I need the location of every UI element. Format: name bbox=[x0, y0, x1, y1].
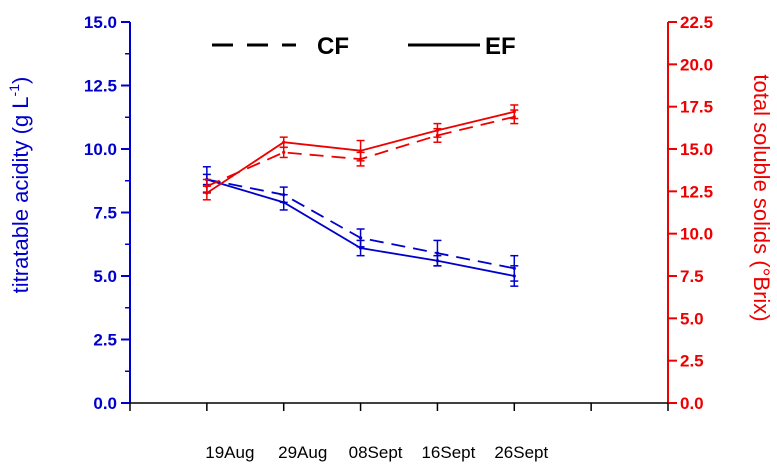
data-point bbox=[282, 150, 286, 154]
left-axis-title: titratable acidity (g L-1) bbox=[6, 77, 33, 294]
data-point bbox=[358, 246, 363, 250]
x-axis: 19Aug 29Aug 08Sept 16Sept 26Sept bbox=[129, 402, 669, 462]
right-tick-label: 15.0 bbox=[680, 140, 713, 159]
left-tick-label: 10.0 bbox=[84, 140, 117, 159]
legend-ef-label: EF bbox=[485, 33, 516, 60]
right-tick-label: 10.0 bbox=[680, 225, 713, 244]
data-point bbox=[435, 128, 440, 132]
left-tick-label: 7.5 bbox=[93, 204, 117, 223]
right-tick-label: 5.0 bbox=[680, 309, 704, 328]
data-point bbox=[282, 200, 286, 204]
left-axis-title-main: titratable acidity (g L bbox=[8, 96, 33, 293]
data-point bbox=[282, 140, 286, 144]
series-layer bbox=[202, 104, 519, 287]
data-point bbox=[435, 251, 440, 255]
data-point bbox=[435, 259, 440, 263]
left-axis-title-superscript: -1 bbox=[6, 84, 22, 97]
x-category-label: 29Aug bbox=[278, 443, 327, 462]
left-tick-label: 15.0 bbox=[84, 13, 117, 32]
x-category-label: 19Aug bbox=[205, 443, 254, 462]
right-tick-label: 7.5 bbox=[680, 267, 704, 286]
right-tick-label: 12.5 bbox=[680, 182, 713, 201]
left-tick-label: 2.5 bbox=[93, 331, 117, 350]
left-y-axis: 0.0 2.5 5.0 7.5 10.0 12.5 15.0 bbox=[84, 13, 131, 413]
right-tick-label: 22.5 bbox=[680, 13, 713, 32]
right-tick-label: 17.5 bbox=[680, 98, 713, 117]
x-category-label: 08Sept bbox=[349, 443, 403, 462]
x-category-label: 26Sept bbox=[494, 443, 548, 462]
series-line-ef-acidity bbox=[206, 178, 515, 277]
left-tick-label: 0.0 bbox=[93, 394, 117, 413]
legend: CF EF bbox=[212, 33, 516, 60]
data-point bbox=[205, 191, 209, 195]
x-category-label: 16Sept bbox=[421, 443, 475, 462]
right-tick-label: 20.0 bbox=[680, 55, 713, 74]
left-tick-label: 12.5 bbox=[84, 77, 117, 96]
right-tick-label: 0.0 bbox=[680, 394, 704, 413]
right-axis-title: total soluble solids (°Brix) bbox=[749, 74, 774, 321]
data-point bbox=[512, 110, 516, 114]
data-point bbox=[358, 236, 363, 240]
data-point bbox=[512, 274, 516, 278]
data-point bbox=[358, 149, 363, 153]
legend-cf-label: CF bbox=[317, 33, 349, 60]
right-tick-label: 2.5 bbox=[680, 352, 704, 371]
left-axis-title-close: ) bbox=[8, 77, 33, 84]
right-y-axis: 0.0 2.5 5.0 7.5 10.0 12.5 15.0 17.5 20.0 22.5 bbox=[667, 13, 713, 413]
left-tick-label: 5.0 bbox=[93, 267, 117, 286]
